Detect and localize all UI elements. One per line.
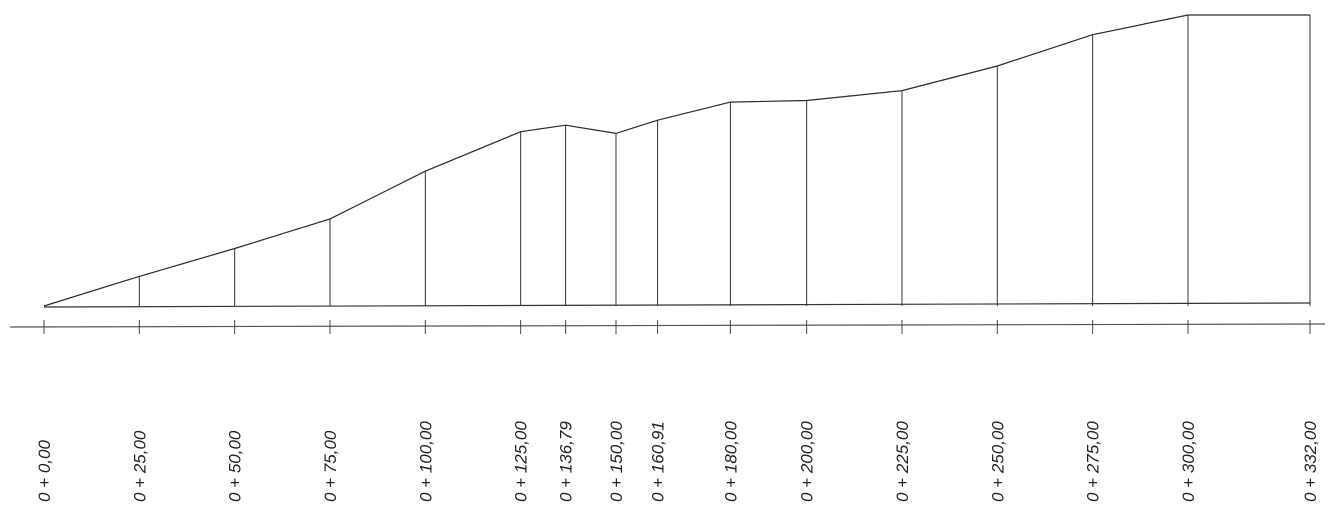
station-label: 0 + 75,00 xyxy=(321,430,340,502)
station-label: 0 + 125,00 xyxy=(512,421,531,502)
station-label: 0 + 275,00 xyxy=(1084,421,1103,502)
station-label: 0 + 200,00 xyxy=(798,421,817,502)
station-label: 0 + 0,00 xyxy=(35,440,54,502)
station-label: 0 + 25,00 xyxy=(130,430,149,502)
station-label: 0 + 250,00 xyxy=(988,421,1007,502)
station-label: 0 + 150,00 xyxy=(607,421,626,502)
chainage-axis-line xyxy=(9,323,1326,328)
station-label: 0 + 225,00 xyxy=(893,421,912,502)
station-label: 0 + 160,91 xyxy=(649,421,668,502)
station-label: 0 + 100,00 xyxy=(416,421,435,502)
station-lines-layer xyxy=(138,15,1311,306)
profile-base-line xyxy=(43,302,1311,308)
station-label: 0 + 50,00 xyxy=(226,430,245,502)
station-label: 0 + 300,00 xyxy=(1179,421,1198,502)
station-label: 0 + 180,00 xyxy=(721,421,740,502)
ground-profile-line xyxy=(43,14,1310,307)
station-label: 0 + 332,00 xyxy=(1301,421,1320,502)
axis-ticks-layer xyxy=(43,320,1311,334)
station-labels-layer: 0 + 0,00 0 + 25,00 0 + 50,00 0 + 75,00 0 + 1… xyxy=(35,421,1320,502)
station-label: 0 + 136,79 xyxy=(557,421,576,502)
